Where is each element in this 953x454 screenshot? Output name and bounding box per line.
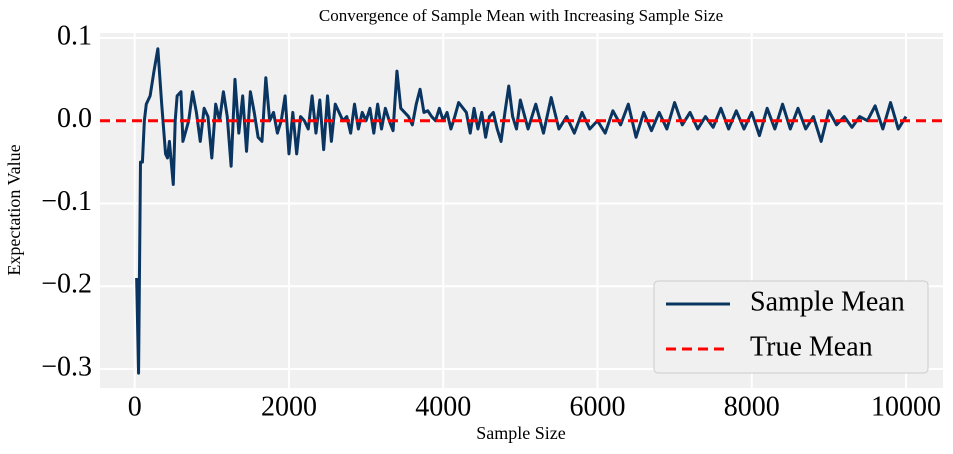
marks	[100, 47, 943, 375]
ticks: 0 2000 4000 6000 8000 10000 −0.3 −0.2 −0.1 0.0 0.1	[41, 20, 941, 422]
y-tick-label: 0.1	[57, 20, 92, 51]
x-tick-label: 4000	[415, 391, 471, 422]
x-axis-label: Sample Size	[476, 423, 565, 443]
chart-title: Convergence of Sample Mean with Increasi…	[319, 6, 723, 25]
legend-label: Sample Mean	[750, 286, 905, 317]
x-tick-label: 10000	[871, 391, 941, 422]
x-tick-label: 6000	[569, 391, 625, 422]
legend: Sample Mean True Mean	[653, 280, 929, 374]
x-tick-label: 2000	[261, 391, 317, 422]
x-tick-label: 8000	[724, 391, 780, 422]
y-tick-label: −0.1	[41, 186, 92, 217]
y-axis-label: Expectation Value	[4, 144, 24, 275]
y-tick-label: −0.3	[41, 351, 92, 382]
y-tick-label: −0.2	[41, 269, 92, 300]
x-tick-label: 0	[128, 391, 142, 422]
legend-label: True Mean	[750, 331, 873, 362]
y-tick-label: 0.0	[57, 103, 92, 134]
